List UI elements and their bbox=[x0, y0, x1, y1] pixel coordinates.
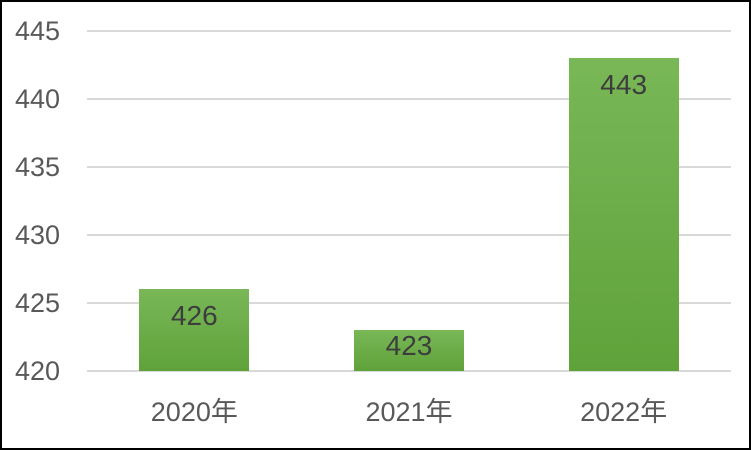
gridline bbox=[87, 302, 731, 304]
gridline bbox=[87, 30, 731, 32]
y-axis-tick-label: 430 bbox=[14, 219, 60, 250]
bar-data-label: 426 bbox=[170, 300, 218, 331]
gridline bbox=[87, 234, 731, 236]
bar: 423 bbox=[354, 330, 464, 371]
plot-area: 426 2020年 423 2021年 443 2022年 bbox=[87, 30, 731, 426]
bar: 426 bbox=[139, 289, 250, 371]
y-axis-tick-label: 425 bbox=[14, 287, 60, 318]
y-axis-tick-label: 445 bbox=[14, 15, 60, 46]
y-axis-tick-label: 435 bbox=[14, 151, 60, 182]
gridline bbox=[87, 166, 731, 168]
y-axis-tick-label: 420 bbox=[14, 355, 60, 386]
x-axis-category-label: 2020年 bbox=[150, 397, 238, 427]
x-axis-category-label: 2022年 bbox=[580, 397, 668, 427]
x-axis-category-label: 2021年 bbox=[365, 397, 453, 427]
y-axis-tick-label: 440 bbox=[14, 83, 60, 114]
bar-data-label: 423 bbox=[385, 330, 433, 361]
bar-data-label: 443 bbox=[600, 69, 648, 100]
gridline bbox=[87, 370, 731, 372]
bar: 443 bbox=[568, 58, 679, 371]
gridline bbox=[87, 98, 731, 100]
